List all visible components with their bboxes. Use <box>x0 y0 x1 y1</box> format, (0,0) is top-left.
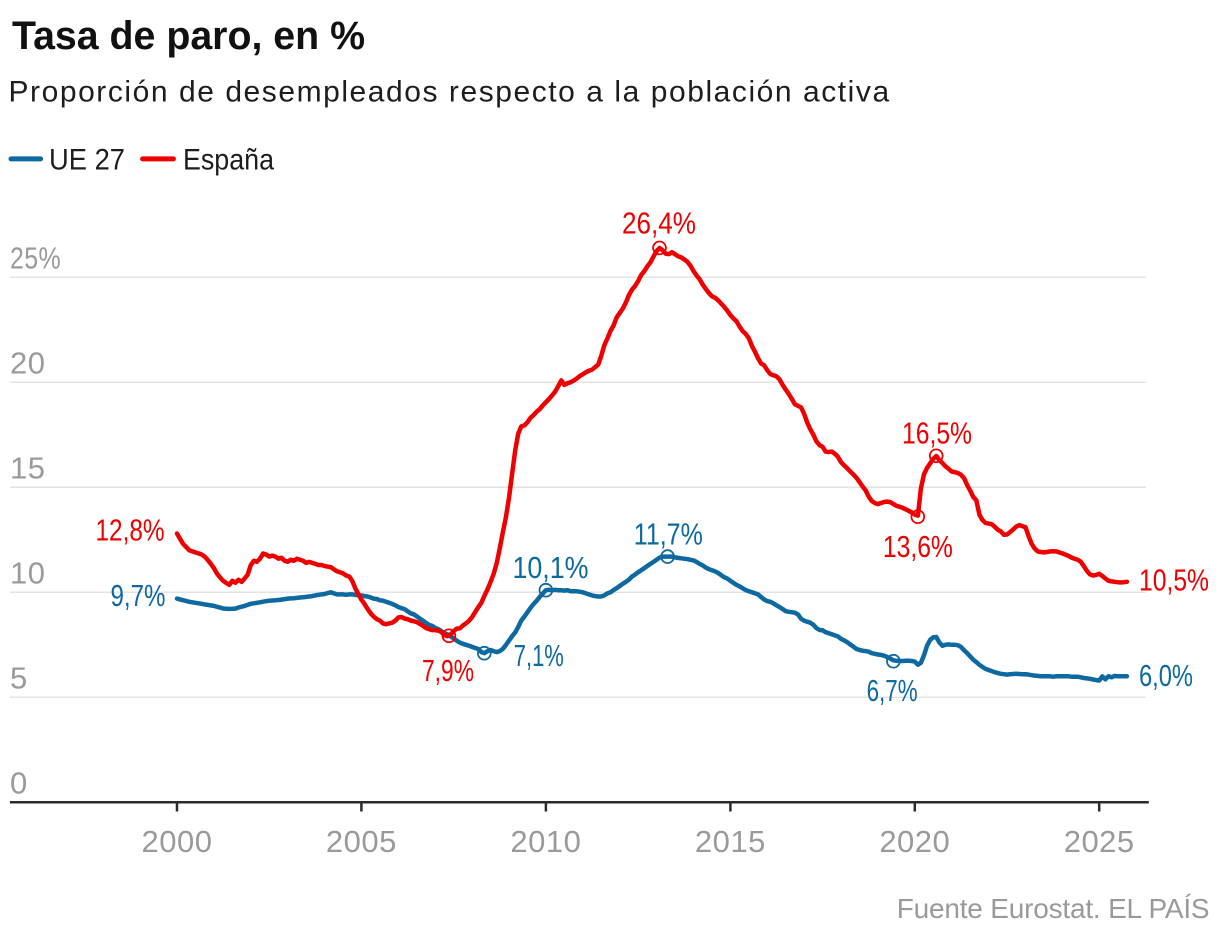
svg-text:0: 0 <box>10 765 28 800</box>
svg-text:11,7%: 11,7% <box>634 517 703 552</box>
svg-text:7,9%: 7,9% <box>422 653 474 688</box>
svg-text:10,1%: 10,1% <box>513 550 589 585</box>
svg-text:6,0%: 6,0% <box>1139 658 1193 693</box>
svg-text:16,5%: 16,5% <box>902 416 972 451</box>
svg-text:Tasa de paro, en %: Tasa de paro, en % <box>12 14 365 58</box>
svg-text:7,1%: 7,1% <box>514 638 564 673</box>
svg-text:2005: 2005 <box>326 824 397 859</box>
svg-text:2000: 2000 <box>142 824 213 859</box>
svg-text:10: 10 <box>10 555 45 590</box>
svg-text:13,6%: 13,6% <box>883 529 953 564</box>
svg-text:5: 5 <box>10 660 28 695</box>
svg-text:España: España <box>183 143 274 176</box>
svg-text:25%: 25% <box>10 240 61 275</box>
svg-text:2015: 2015 <box>695 824 766 859</box>
svg-text:2010: 2010 <box>510 824 581 859</box>
svg-text:15: 15 <box>10 450 45 485</box>
svg-text:2020: 2020 <box>879 824 950 859</box>
svg-text:UE 27: UE 27 <box>49 143 125 176</box>
svg-text:9,7%: 9,7% <box>111 578 166 613</box>
svg-text:10,5%: 10,5% <box>1139 563 1209 598</box>
svg-text:Fuente Eurostat. EL PAÍS: Fuente Eurostat. EL PAÍS <box>897 893 1210 924</box>
svg-text:Proporción de desempleados res: Proporción de desempleados respecto a la… <box>9 76 891 109</box>
svg-text:2025: 2025 <box>1064 824 1135 859</box>
svg-text:20: 20 <box>10 345 45 380</box>
svg-text:6,7%: 6,7% <box>867 673 918 708</box>
svg-text:26,4%: 26,4% <box>622 206 696 241</box>
svg-text:12,8%: 12,8% <box>96 513 165 548</box>
